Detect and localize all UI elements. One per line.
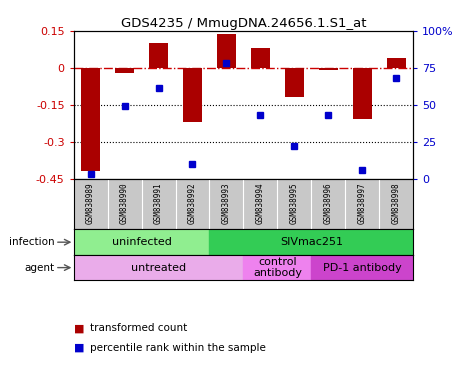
Text: percentile rank within the sample: percentile rank within the sample (90, 343, 266, 353)
Text: GSM838992: GSM838992 (188, 183, 197, 224)
Bar (81, 68, 100, 171)
Text: transformed count: transformed count (90, 323, 188, 333)
Text: GSM838997: GSM838997 (358, 183, 367, 224)
Text: GSM838990: GSM838990 (120, 183, 129, 224)
Bar (251, 48, 270, 68)
Text: uninfected: uninfected (112, 237, 171, 247)
Bar (74, 255, 243, 280)
Text: infection: infection (10, 237, 55, 247)
Text: untreated: untreated (131, 263, 186, 273)
Text: GSM838995: GSM838995 (290, 183, 299, 224)
Bar (149, 43, 168, 68)
Text: GSM838998: GSM838998 (392, 183, 401, 224)
Text: SIVmac251: SIVmac251 (280, 237, 343, 247)
Bar (311, 255, 413, 280)
Text: ■: ■ (74, 343, 87, 353)
Text: control
antibody: control antibody (253, 257, 302, 278)
Text: ■: ■ (74, 323, 87, 333)
Bar (319, 68, 338, 70)
Text: PD-1 antibody: PD-1 antibody (323, 263, 402, 273)
Text: GSM838989: GSM838989 (86, 183, 95, 224)
Bar (74, 230, 209, 255)
Text: agent: agent (25, 263, 55, 273)
Text: GSM838991: GSM838991 (154, 183, 163, 224)
Bar (387, 58, 406, 68)
Bar (243, 255, 312, 280)
Bar (353, 68, 371, 119)
Bar (183, 68, 202, 122)
Title: GDS4235 / MmugDNA.24656.1.S1_at: GDS4235 / MmugDNA.24656.1.S1_at (121, 17, 366, 30)
Bar (209, 230, 413, 255)
Text: GSM838993: GSM838993 (222, 183, 231, 224)
Bar (285, 68, 304, 97)
Text: GSM838996: GSM838996 (324, 183, 333, 224)
Text: GSM838994: GSM838994 (256, 183, 265, 224)
Bar (115, 68, 134, 73)
Bar (217, 35, 236, 68)
